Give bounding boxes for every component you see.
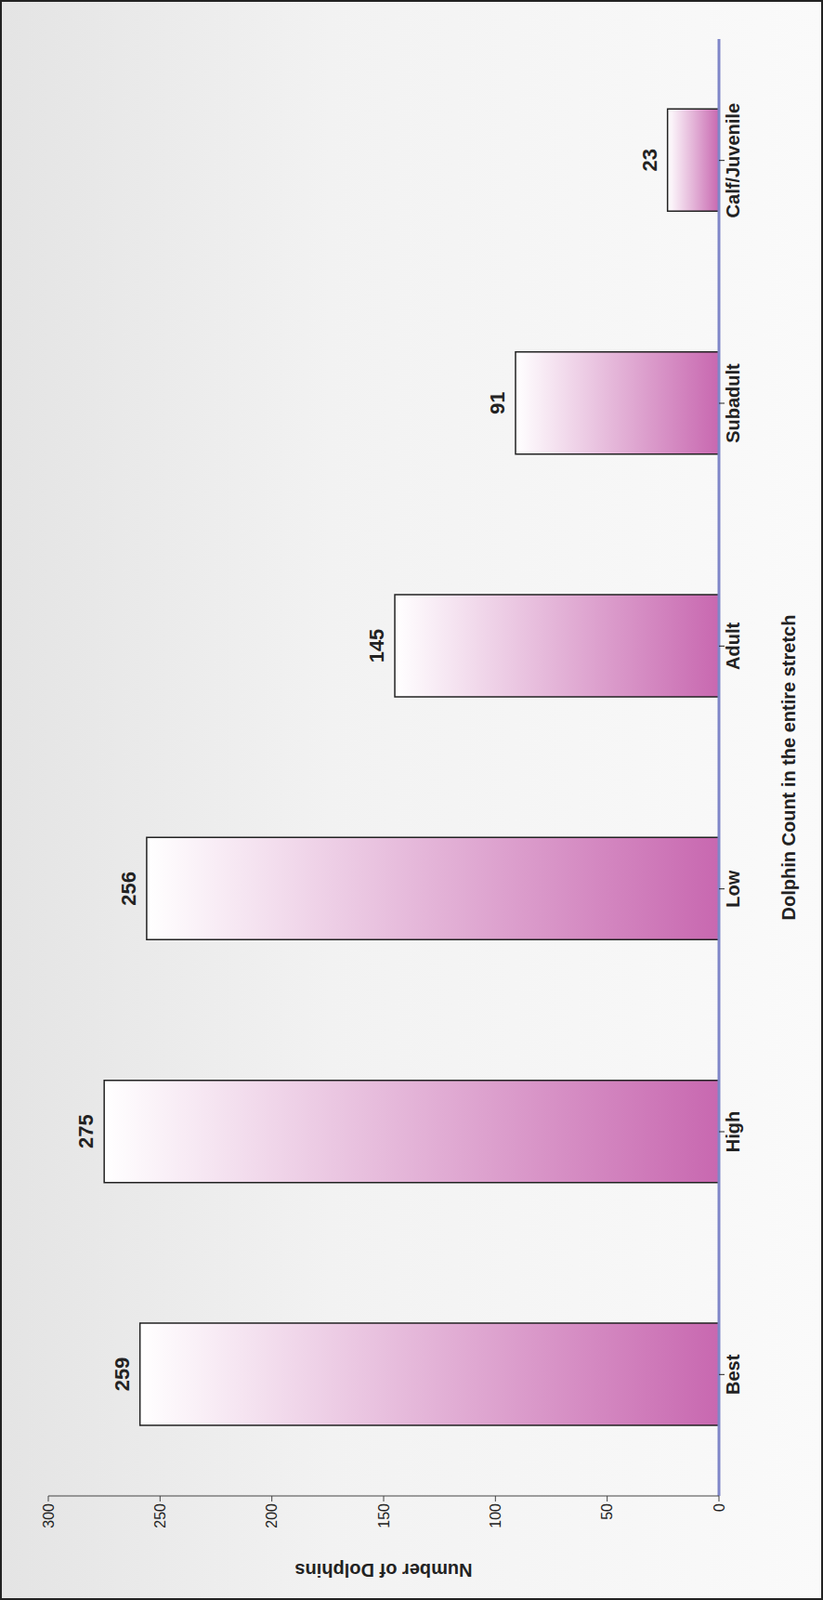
svg-text:Number of Dolphins: Number of Dolphins [294, 1559, 472, 1581]
svg-text:Low: Low [722, 869, 744, 907]
svg-text:100: 100 [487, 1502, 504, 1529]
svg-text:145: 145 [365, 628, 389, 664]
svg-text:275: 275 [74, 1113, 98, 1149]
svg-text:300: 300 [40, 1502, 57, 1529]
svg-text:High: High [722, 1110, 744, 1152]
svg-text:250: 250 [152, 1502, 169, 1529]
svg-text:Subadult: Subadult [722, 363, 744, 444]
svg-text:259: 259 [110, 1357, 134, 1392]
svg-text:50: 50 [599, 1502, 615, 1520]
svg-text:23: 23 [638, 148, 662, 171]
svg-text:Adult: Adult [722, 621, 744, 669]
svg-text:256: 256 [117, 871, 141, 906]
svg-text:Dolphin Count in the entire st: Dolphin Count in the entire stretch [778, 614, 799, 921]
svg-text:91: 91 [485, 391, 510, 414]
svg-text:Best: Best [722, 1353, 744, 1395]
svg-text:0: 0 [711, 1502, 728, 1512]
svg-text:Calf/Juvenile: Calf/Juvenile [722, 103, 744, 218]
svg-text:150: 150 [376, 1502, 392, 1529]
svg-text:200: 200 [263, 1502, 280, 1529]
